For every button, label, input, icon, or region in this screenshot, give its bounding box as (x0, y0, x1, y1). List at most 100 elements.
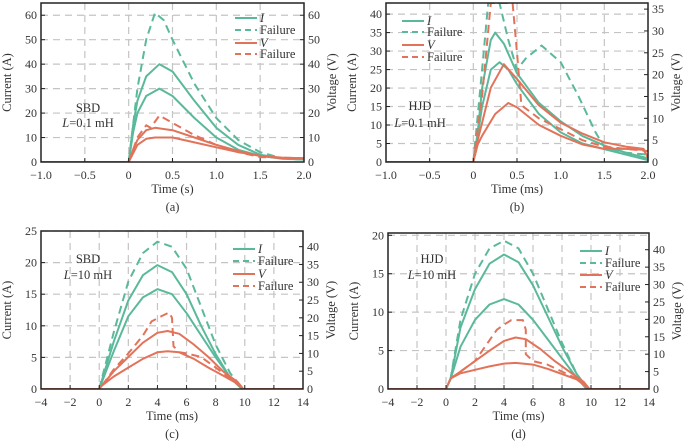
x-tick-label: 8 (213, 395, 219, 409)
panel-caption: (d) (511, 427, 526, 441)
x-tick-label: 2.0 (641, 168, 656, 182)
y2-tick-label: 40 (307, 240, 319, 254)
y2-axis-label: Voltage (V) (670, 282, 684, 340)
legend-label: Failure (260, 23, 296, 37)
y2-tick-label: 20 (307, 311, 319, 325)
x-axis-label: Time (ms) (491, 182, 543, 196)
device-label: SBD (76, 101, 100, 115)
y-tick-label: 5 (31, 350, 37, 364)
panel-caption: (a) (166, 200, 180, 214)
x-tick-label: 12 (268, 395, 280, 409)
inductance-symbol: L (407, 268, 415, 282)
current-failure-line (472, 3, 648, 162)
y-tick-label: 25 (25, 224, 37, 238)
x-tick-label: 0.5 (165, 168, 180, 182)
y-tick-label: 60 (25, 8, 37, 22)
panel-d: −4 −2 0 2 4 6 8 10 12 14051015200510152025303540T… (347, 228, 684, 441)
x-tick-label: 6 (184, 395, 190, 409)
y-tick-label: 0 (376, 155, 382, 169)
voltage-failure-line (101, 311, 244, 389)
y2-tick-label: 25 (652, 46, 664, 60)
x-tick-label: 0 (96, 395, 102, 409)
x-tick-label: 0.5 (510, 168, 525, 182)
y2-tick-label: 30 (653, 278, 665, 292)
y2-tick-label: 25 (307, 293, 319, 307)
y2-tick-label: 25 (653, 295, 665, 309)
legend-label: I (259, 11, 265, 25)
x-tick-label: 12 (614, 395, 626, 409)
y-tick-label: 25 (370, 63, 382, 77)
x-axis-label: Time (ms) (146, 409, 198, 423)
y-tick-label: 40 (25, 57, 37, 71)
y-tick-label: 30 (25, 82, 37, 96)
y-tick-label: 20 (25, 106, 37, 120)
y2-tick-label: 0 (652, 155, 658, 169)
y2-tick-label: 0 (307, 382, 313, 396)
y2-tick-label: 20 (308, 106, 320, 120)
y2-tick-label: 60 (308, 8, 320, 22)
y-tick-label: 20 (370, 81, 382, 95)
voltage-line (386, 63, 648, 162)
x-tick-label: 8 (559, 395, 565, 409)
current-line (449, 298, 588, 389)
x-tick-label: 0 (470, 168, 476, 182)
plot-frame (40, 230, 304, 390)
voltage-line (101, 350, 244, 389)
y2-tick-label: 10 (652, 111, 664, 125)
x-tick-label: −2 (411, 395, 424, 409)
y2-tick-label: 15 (652, 89, 664, 103)
y-tick-label: 0 (31, 382, 37, 396)
y-axis-label: Current (A) (0, 53, 14, 112)
y-axis-label: Current (A) (345, 53, 359, 112)
y2-tick-label: 0 (653, 382, 659, 396)
y-tick-label: 0 (31, 155, 37, 169)
inductance-value: =10 mH (415, 268, 456, 282)
legend-label: V (260, 36, 269, 50)
x-tick-label: 1.0 (209, 168, 224, 182)
inductance-label: L=10 mH (63, 268, 112, 282)
x-tick-label: 2 (472, 395, 478, 409)
current-line (41, 63, 304, 162)
inductance-symbol: L (63, 268, 71, 282)
y-tick-label: 20 (25, 256, 37, 270)
legend-label: V (258, 267, 267, 281)
y-tick-label: 50 (25, 33, 37, 47)
current-failure-line (449, 239, 589, 389)
voltage-failure-line (449, 319, 591, 389)
inductance-label: L=0.1 mH (393, 116, 446, 130)
legend-label: Failure (605, 256, 641, 270)
y-axis-label: Current (A) (347, 282, 361, 341)
y2-tick-label: 20 (652, 68, 664, 82)
x-tick-label: 1.0 (553, 168, 568, 182)
device-label: HJD (409, 99, 432, 113)
x-tick-label: 6 (530, 395, 536, 409)
legend-label: I (257, 242, 263, 256)
voltage-line (127, 136, 304, 162)
device-label: SBD (76, 252, 100, 266)
panel-c: −4 −2 0 2 4 6 8 10 12 140510152025051015202530354… (0, 224, 338, 441)
y2-tick-label: 10 (307, 346, 319, 360)
inductance-value: =0.1 mH (401, 116, 446, 130)
panel-caption: (b) (510, 200, 525, 214)
legend-label: V (605, 268, 614, 282)
y2-tick-label: 5 (307, 364, 313, 378)
plot-frame (387, 232, 650, 390)
y2-axis-label: Voltage (V) (324, 281, 338, 339)
x-tick-label: 10 (239, 395, 251, 409)
legend-label: Failure (258, 279, 294, 293)
y-tick-label: 10 (372, 305, 384, 319)
legend-label: Failure (258, 254, 294, 268)
x-tick-label: 10 (585, 395, 597, 409)
y-tick-label: 15 (370, 100, 382, 114)
y2-tick-label: 10 (653, 347, 665, 361)
y2-tick-label: 20 (653, 312, 665, 326)
y-tick-label: 10 (25, 319, 37, 333)
y2-tick-label: 5 (652, 133, 658, 147)
current-line (98, 288, 243, 389)
y-tick-label: 20 (372, 228, 384, 242)
y-tick-label: 10 (25, 131, 37, 145)
y2-tick-label: 40 (308, 57, 320, 71)
